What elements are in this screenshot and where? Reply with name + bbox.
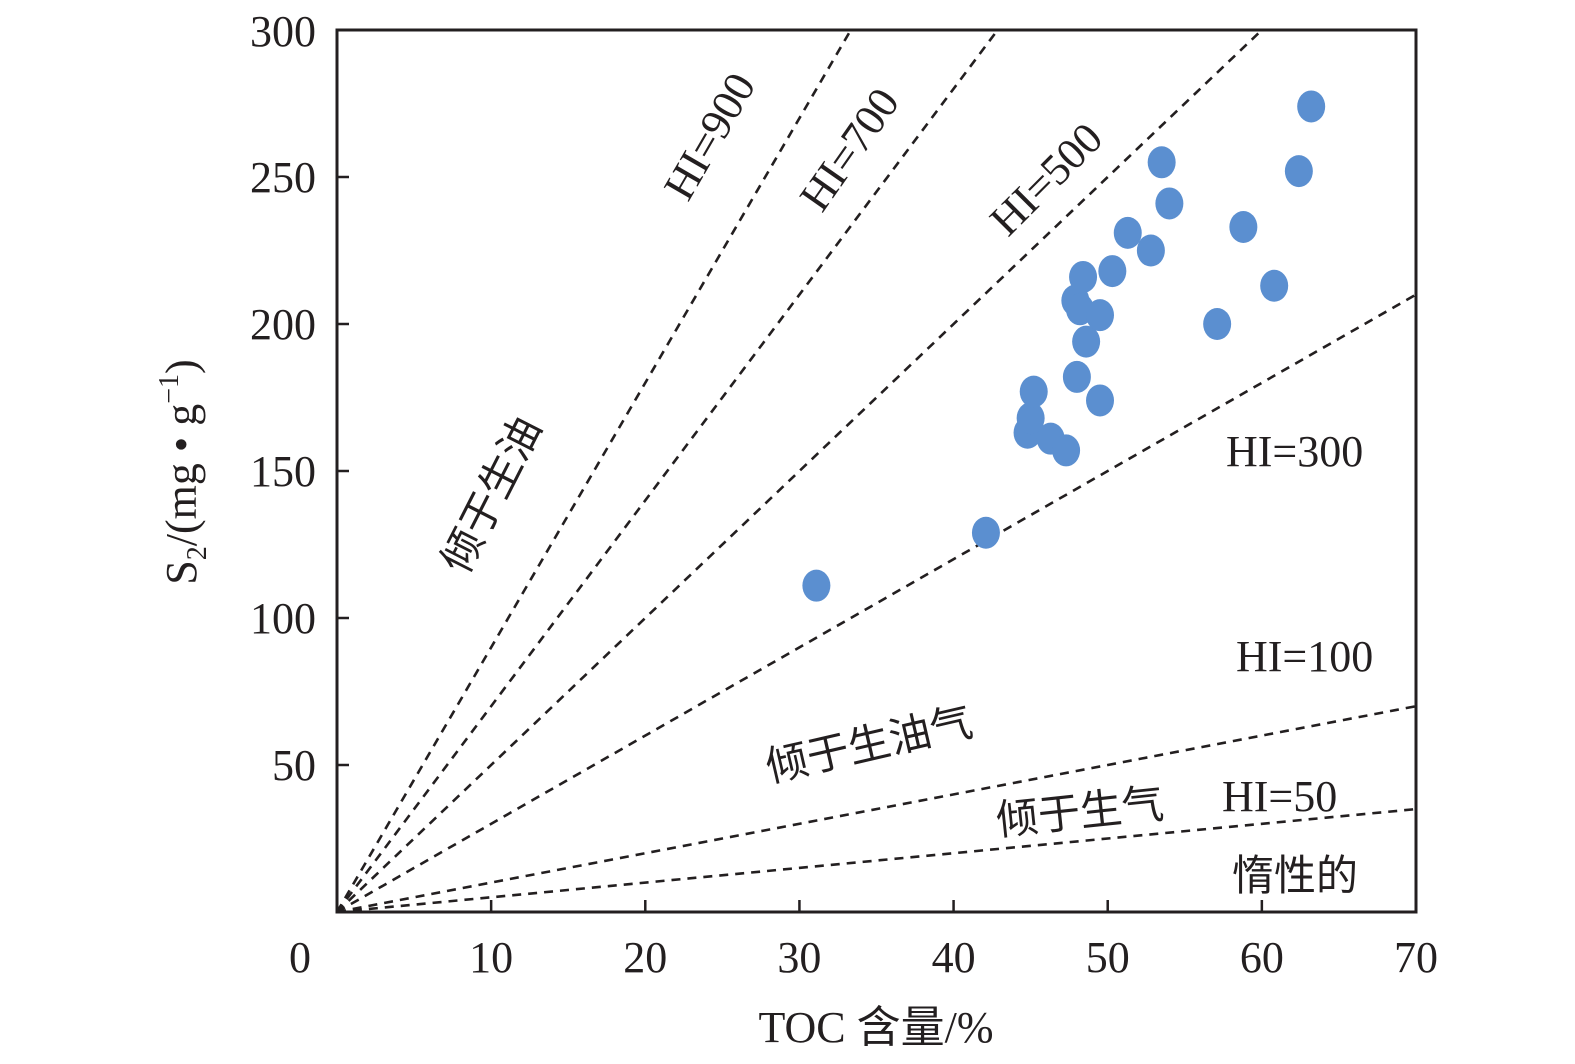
y-axis-title-close: ) [157,359,206,374]
data-point [1019,375,1048,408]
data-point [1284,155,1313,188]
y-axis-title: S2/(mg • g−1) [154,359,213,584]
x-tick-label: 40 [932,933,976,982]
data-point [1086,384,1115,417]
x-tick-label: 30 [777,933,821,982]
x-axis-title: TOC 含量/% [758,1003,993,1052]
data-point [1260,269,1289,302]
reference-line-hi-50 [337,807,1416,912]
data-point [1136,234,1165,267]
line-label-hi-900: HI=900 [654,65,765,208]
data-point [1155,187,1184,220]
reference-lines [337,30,1416,912]
line-label-hi-100: HI=100 [1236,632,1373,681]
x-tick-label: 20 [623,933,667,982]
region-label-oil-gas-prone: 倾于生油气 [761,697,977,792]
axis-tick-labels: 0 10 20 30 40 50 60 70 50 100 150 200 250 300 [250,7,1438,982]
y-tick-label: 50 [272,741,316,790]
x-tick-label: 50 [1086,933,1130,982]
reference-line-hi-500 [337,30,1263,912]
y-axis-title-subscript: 2 [182,546,213,560]
data-point [1016,402,1045,435]
reference-line-hi-100 [337,704,1416,912]
data-point [1147,146,1176,179]
data-point [1052,434,1081,467]
y-tick-label: 150 [250,447,316,496]
data-point [1113,216,1142,249]
line-label-hi-300: HI=300 [1226,427,1363,476]
y-axis-title-units: /(mg • g [157,404,206,547]
axis-ticks [337,175,1264,912]
y-tick-label: 300 [250,7,316,56]
data-point [802,569,831,602]
data-point [971,516,1000,549]
data-point [1229,210,1258,243]
y-tick-label: 200 [250,300,316,349]
data-point [1203,308,1232,340]
x-tick-label: 0 [289,933,311,982]
line-label-hi-500: HI=500 [980,113,1112,245]
data-point [1098,255,1127,288]
x-tick-label: 10 [469,933,513,982]
data-point [1072,325,1101,358]
x-tick-label: 60 [1240,933,1284,982]
data-points [802,90,1326,602]
region-label-oil-prone: 倾于生油 [431,409,551,581]
y-tick-label: 100 [250,594,316,643]
x-tick-label: 70 [1394,933,1438,982]
data-point [1069,260,1098,293]
reference-line-hi-900 [337,30,852,912]
y-axis-title-superscript: −1 [154,374,185,404]
line-label-hi-50: HI=50 [1222,772,1337,821]
y-axis-title-main: S [157,560,206,584]
data-point [1062,360,1091,393]
reference-line-hi-700 [337,30,999,912]
data-point [1297,90,1326,123]
y-tick-label: 250 [250,153,316,202]
region-label-inert: 惰性的 [1232,851,1358,900]
data-point [1086,299,1115,332]
line-label-hi-700: HI=700 [790,79,909,220]
